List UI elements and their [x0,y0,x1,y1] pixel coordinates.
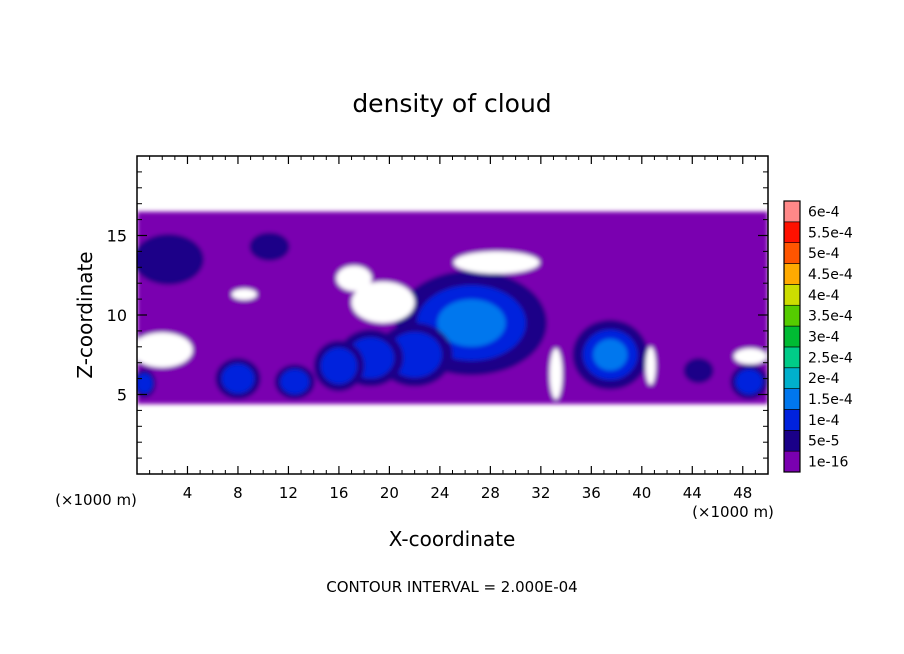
colorbar-swatch-4 [783,367,801,389]
y-tick-label-5: 5 [117,386,127,405]
clear-gap-7 [645,346,656,385]
colorbar-swatch-6 [783,325,801,348]
x-tick-label-48: 48 [733,484,752,502]
x-axis-ticks: 4 8 12 16 20 24 28 32 36 40 44 48 [149,156,756,502]
colorbar-swatch-11 [783,221,801,243]
cloud-cell-0-level-3 [437,299,506,347]
colorbar-label-7: 3.5e-4 [808,309,853,325]
clear-gap-6 [549,348,563,400]
colorbar-swatch-1 [783,430,801,452]
colorbar-label-12: 6e-4 [808,204,840,220]
x-tick-label-4: 4 [183,484,193,502]
x-tick-label-20: 20 [380,484,399,502]
chart-title: density of cloud [352,89,551,118]
x-tick-label-12: 12 [279,484,298,502]
x-tick-label-8: 8 [233,484,243,502]
x-tick-label-44: 44 [683,484,702,502]
clear-gap-5 [231,288,257,300]
colorbar-swatch-5 [783,346,801,369]
cloud-cell-3-level-2 [320,347,358,385]
y-axis-label: Z-coordinate [73,251,97,378]
clear-gap-3 [336,265,372,292]
x-tick-label-32: 32 [531,484,550,502]
colorbar-label-2: 1e-4 [808,413,840,429]
colorbar-frame [783,200,801,473]
cloud-cell-6-level-2 [280,369,310,395]
colorbar-swatch-9 [783,263,801,285]
colorbar-swatch-12 [783,200,801,223]
colorbar-label-8: 4e-4 [808,288,840,304]
x-unit-label-left: (×1000 m) [55,491,137,509]
cloud-layer [137,211,768,405]
clear-gap-1 [453,251,540,274]
colorbar-swatch-3 [783,388,801,410]
colorbar-label-6: 3e-4 [808,330,840,346]
y-tick-label-10: 10 [107,306,127,325]
x-tick-label-24: 24 [430,484,449,502]
cloud-cell-4-level-3 [593,339,628,371]
colorbar-label-1: 5e-5 [808,434,839,450]
cloud-density-field [137,211,768,405]
colorbar-label-0: 1e-16 [808,455,848,471]
x-axis-label: X-coordinate [389,527,516,551]
colorbar-swatch-2 [783,409,801,431]
cloud-cell-7-level-1 [137,233,204,285]
clear-gap-2 [351,281,415,323]
x-tick-label-36: 36 [582,484,601,502]
colorbar: 1e-16 5e-5 1e-4 1.5e-4 2e-4 2.5e-4 3e-4 3.5e-4 4… [783,200,853,473]
cloud-cell-9-level-2 [735,369,763,395]
colorbar-label-5: 2.5e-4 [808,350,853,366]
x-tick-label-40: 40 [632,484,651,502]
colorbar-swatch-8 [783,284,801,306]
cloud-cell-11-level-2 [137,373,153,394]
contour-interval-note: CONTOUR INTERVAL = 2.000E-04 [326,578,577,596]
colorbar-label-4: 2e-4 [808,371,840,387]
colorbar-label-9: 4.5e-4 [808,267,853,283]
x-tick-label-16: 16 [329,484,348,502]
cloud-cell-8-level-1 [249,232,290,261]
colorbar-swatch-0 [783,450,801,473]
y-tick-label-15: 15 [107,227,127,246]
y-axis-ticks: 5 10 15 [107,171,768,459]
x-unit-label-right: (×1000 m) [692,503,774,521]
clear-gap-4 [733,348,767,365]
cloud-cell-10-level-1 [683,357,714,384]
clear-gap-0 [137,332,193,368]
colorbar-label-3: 1.5e-4 [808,392,853,408]
colorbar-swatch-7 [783,304,801,327]
colorbar-label-11: 5.5e-4 [808,225,853,241]
x-tick-label-28: 28 [481,484,500,502]
colorbar-label-10: 5e-4 [808,246,840,262]
colorbar-swatch-10 [783,242,801,264]
cloud-cell-5-level-2 [221,363,255,394]
